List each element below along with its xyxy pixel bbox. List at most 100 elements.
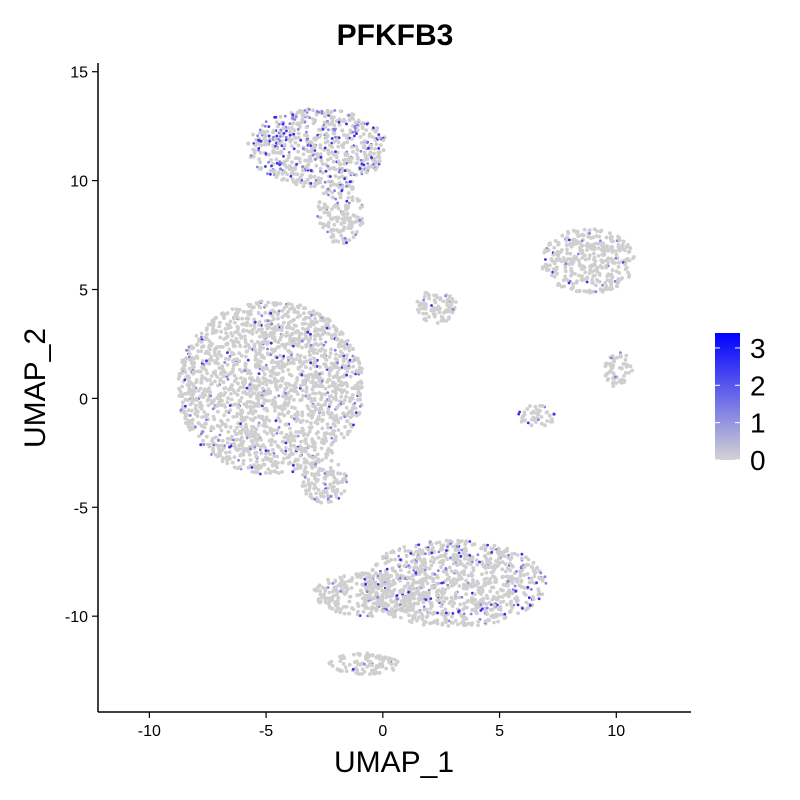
cell-point: [314, 479, 319, 484]
cell-point: [605, 278, 610, 282]
cell-point: [258, 160, 263, 165]
cell-point: [211, 450, 216, 454]
cell-point: [309, 184, 313, 189]
cell-point: [608, 279, 612, 284]
cell-point: [314, 158, 317, 161]
cell-point: [346, 338, 350, 343]
cell-point: [409, 620, 414, 624]
cell-point: [483, 619, 488, 623]
cell-point: [190, 395, 195, 400]
cell-point: [309, 332, 312, 336]
cell-point: [614, 284, 619, 289]
cell-point: [300, 172, 304, 177]
cell-point: [197, 434, 202, 438]
cell-point: [304, 315, 309, 320]
cell-point: [516, 598, 520, 602]
cell-point: [254, 427, 259, 432]
cell-point: [593, 241, 598, 246]
cell-point: [275, 454, 279, 459]
cell-point: [310, 437, 314, 442]
cell-point: [257, 138, 260, 142]
cell-point: [623, 370, 628, 375]
cell-point: [465, 561, 470, 566]
cell-point: [369, 577, 374, 582]
cell-point: [424, 598, 428, 601]
cell-point: [341, 241, 346, 246]
cell-point: [194, 412, 199, 417]
cell-point: [305, 166, 310, 170]
cell-point: [313, 391, 318, 396]
cell-point: [339, 607, 343, 612]
cell-point: [227, 347, 232, 352]
cell-point: [239, 422, 243, 425]
cell-point: [323, 140, 328, 145]
cell-point: [220, 443, 224, 448]
cell-point: [272, 454, 277, 458]
cell-point: [229, 397, 234, 402]
cell-point: [288, 133, 292, 137]
cell-point: [202, 410, 207, 414]
cell-point: [360, 204, 365, 209]
cell-point: [395, 659, 400, 664]
cell-point: [224, 457, 229, 462]
cell-point: [196, 349, 201, 354]
cell-point: [604, 284, 609, 289]
cell-point: [229, 392, 233, 396]
cell-point: [200, 335, 203, 339]
cell-point: [412, 565, 417, 570]
cell-point: [611, 381, 615, 386]
cell-point: [176, 376, 181, 381]
cell-point: [351, 116, 356, 121]
cell-point: [357, 662, 362, 667]
cell-point: [419, 570, 424, 574]
cell-point: [293, 136, 298, 140]
cell-point: [194, 403, 198, 408]
cell-point: [235, 392, 240, 397]
cell-point: [352, 355, 357, 360]
cell-point: [556, 242, 561, 246]
cell-point: [316, 597, 321, 601]
cell-point: [323, 401, 328, 406]
cell-point: [561, 256, 566, 260]
cell-point: [605, 244, 609, 249]
cell-point: [327, 604, 332, 609]
cell-point: [206, 403, 211, 408]
cell-point: [274, 157, 279, 162]
cell-point: [300, 110, 305, 115]
cell-point: [228, 354, 232, 358]
cell-point: [253, 354, 258, 359]
cell-point: [382, 577, 387, 582]
cell-point: [486, 543, 489, 547]
cell-point: [241, 309, 246, 314]
cell-point: [459, 555, 463, 558]
cell-point: [204, 368, 208, 372]
cell-point: [483, 553, 488, 558]
cell-point: [226, 430, 231, 434]
cell-point: [310, 387, 315, 392]
cell-point: [342, 381, 347, 386]
cell-point: [375, 606, 379, 611]
cell-point: [224, 455, 229, 459]
cell-point: [305, 137, 309, 141]
cell-point: [350, 112, 354, 116]
cell-point: [357, 412, 361, 416]
cell-point: [374, 160, 379, 165]
cell-point: [592, 227, 597, 232]
cell-point: [234, 447, 238, 451]
cell-point: [293, 140, 298, 145]
cell-point: [446, 585, 451, 590]
cell-point: [425, 581, 430, 586]
cell-point: [429, 597, 433, 600]
cell-point: [232, 379, 237, 384]
cell-point: [540, 578, 545, 583]
cell-point: [273, 338, 277, 343]
cell-point: [474, 583, 478, 587]
cell-point: [254, 454, 258, 459]
cell-point: [430, 551, 434, 555]
cell-point: [225, 461, 230, 466]
cell-point: [333, 174, 338, 178]
cell-point: [248, 417, 253, 421]
cell-point: [232, 373, 237, 378]
cell-point: [184, 404, 187, 408]
cell-point: [327, 384, 332, 389]
